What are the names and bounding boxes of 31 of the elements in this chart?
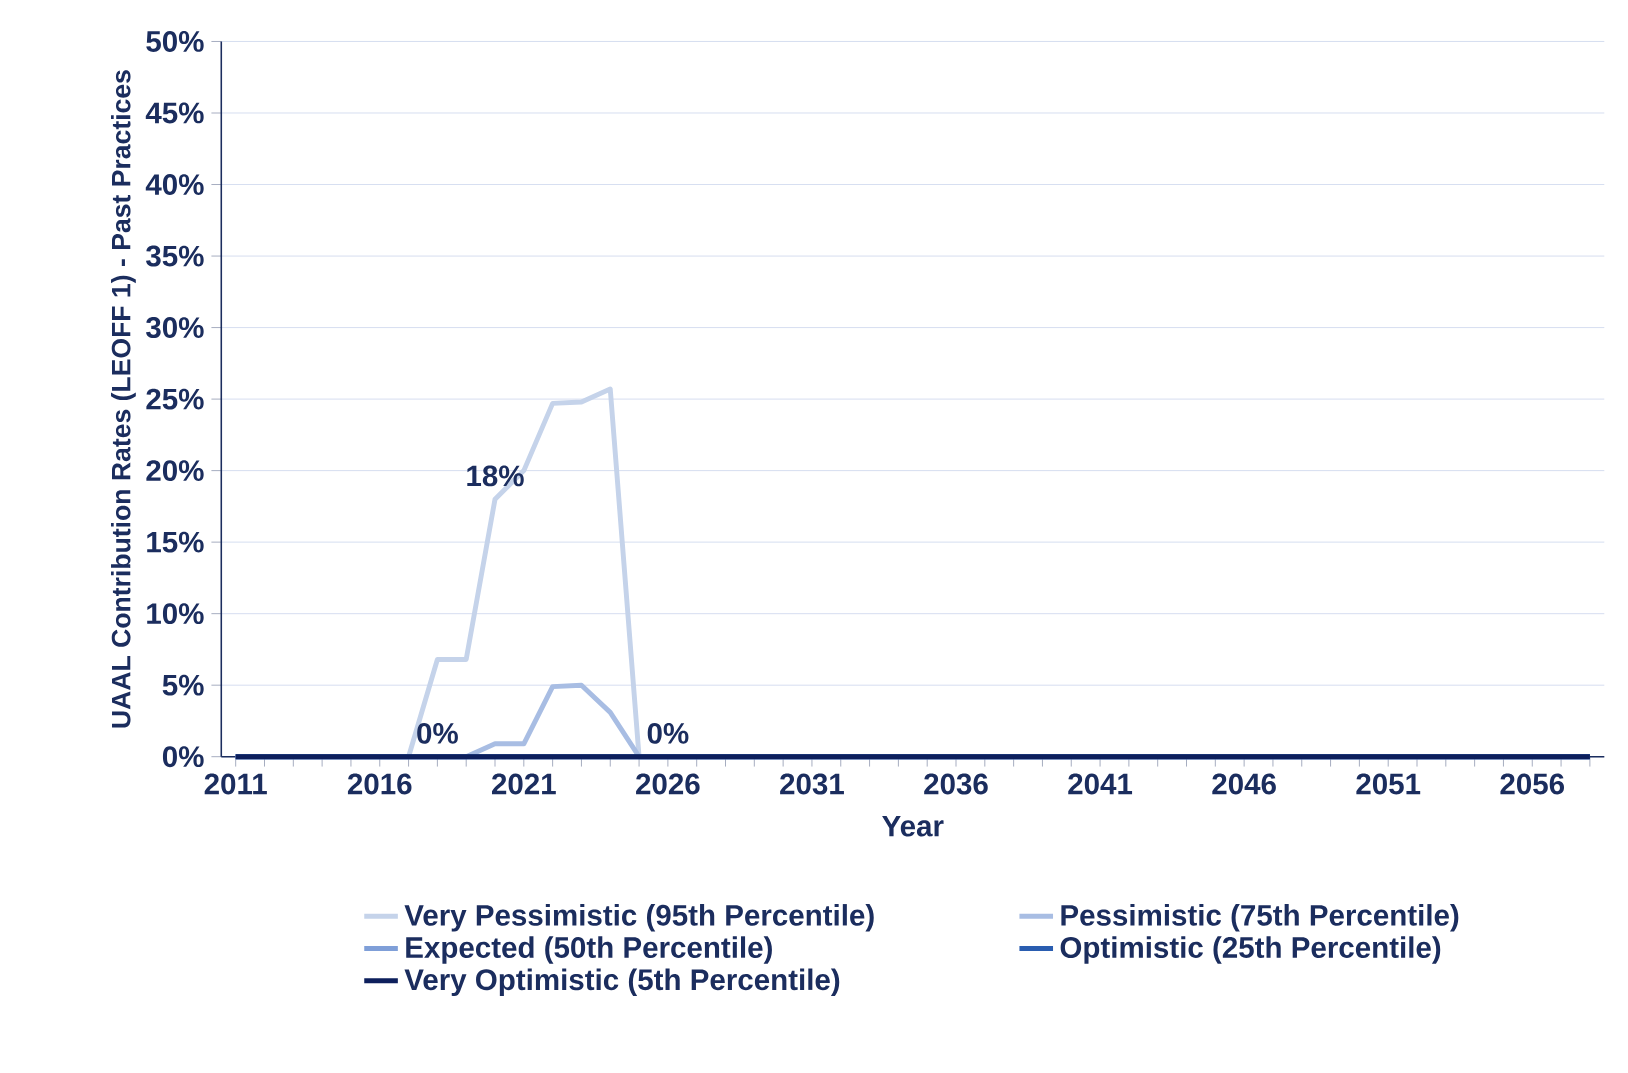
data-label: 18% <box>467 465 524 487</box>
y-tick-label: 0% <box>162 746 204 768</box>
x-tick-label: 2046 <box>1212 773 1276 795</box>
y-tick-label: 50% <box>146 31 204 53</box>
x-tick-label: 2021 <box>491 773 556 795</box>
y-tick-label: 10% <box>147 603 204 625</box>
x-axis-title: Year <box>882 815 944 837</box>
y-tick-label: 15% <box>147 531 204 553</box>
y-tick-label: 25% <box>146 388 204 410</box>
data-label: 0% <box>417 723 458 744</box>
y-tick-label: 5% <box>162 674 204 696</box>
legend-label: Expected (50th Percentile) <box>406 936 772 964</box>
data-label: 0% <box>647 723 689 744</box>
y-tick-label: 35% <box>146 245 204 267</box>
x-tick-label: 2016 <box>347 773 412 795</box>
x-tick-label: 2056 <box>1500 773 1565 795</box>
legend-label: Very Pessimistic (95th Percentile) <box>404 904 874 932</box>
y-tick-label: 40% <box>145 174 204 196</box>
y-tick-label: 45% <box>145 102 204 124</box>
x-tick-label: 2026 <box>636 773 700 795</box>
legend-label: Optimistic (25th Percentile) <box>1060 936 1441 964</box>
x-tick-label: 2011 <box>204 773 267 795</box>
x-tick-label: 2031 <box>780 773 844 795</box>
y-axis-title: UAAL Contribution Rates (LEOFF 1) - Past Practices <box>111 70 136 728</box>
legend-label: Pessimistic (75th Percentile) <box>1061 904 1459 932</box>
legend-label: Very Optimistic (5th Percentile) <box>404 968 840 997</box>
y-tick-label: 20% <box>146 460 204 482</box>
x-tick-label: 2036 <box>924 773 988 795</box>
y-tick-label: 30% <box>146 317 204 339</box>
x-tick-label: 2051 <box>1356 773 1421 795</box>
x-tick-label: 2041 <box>1068 773 1133 795</box>
